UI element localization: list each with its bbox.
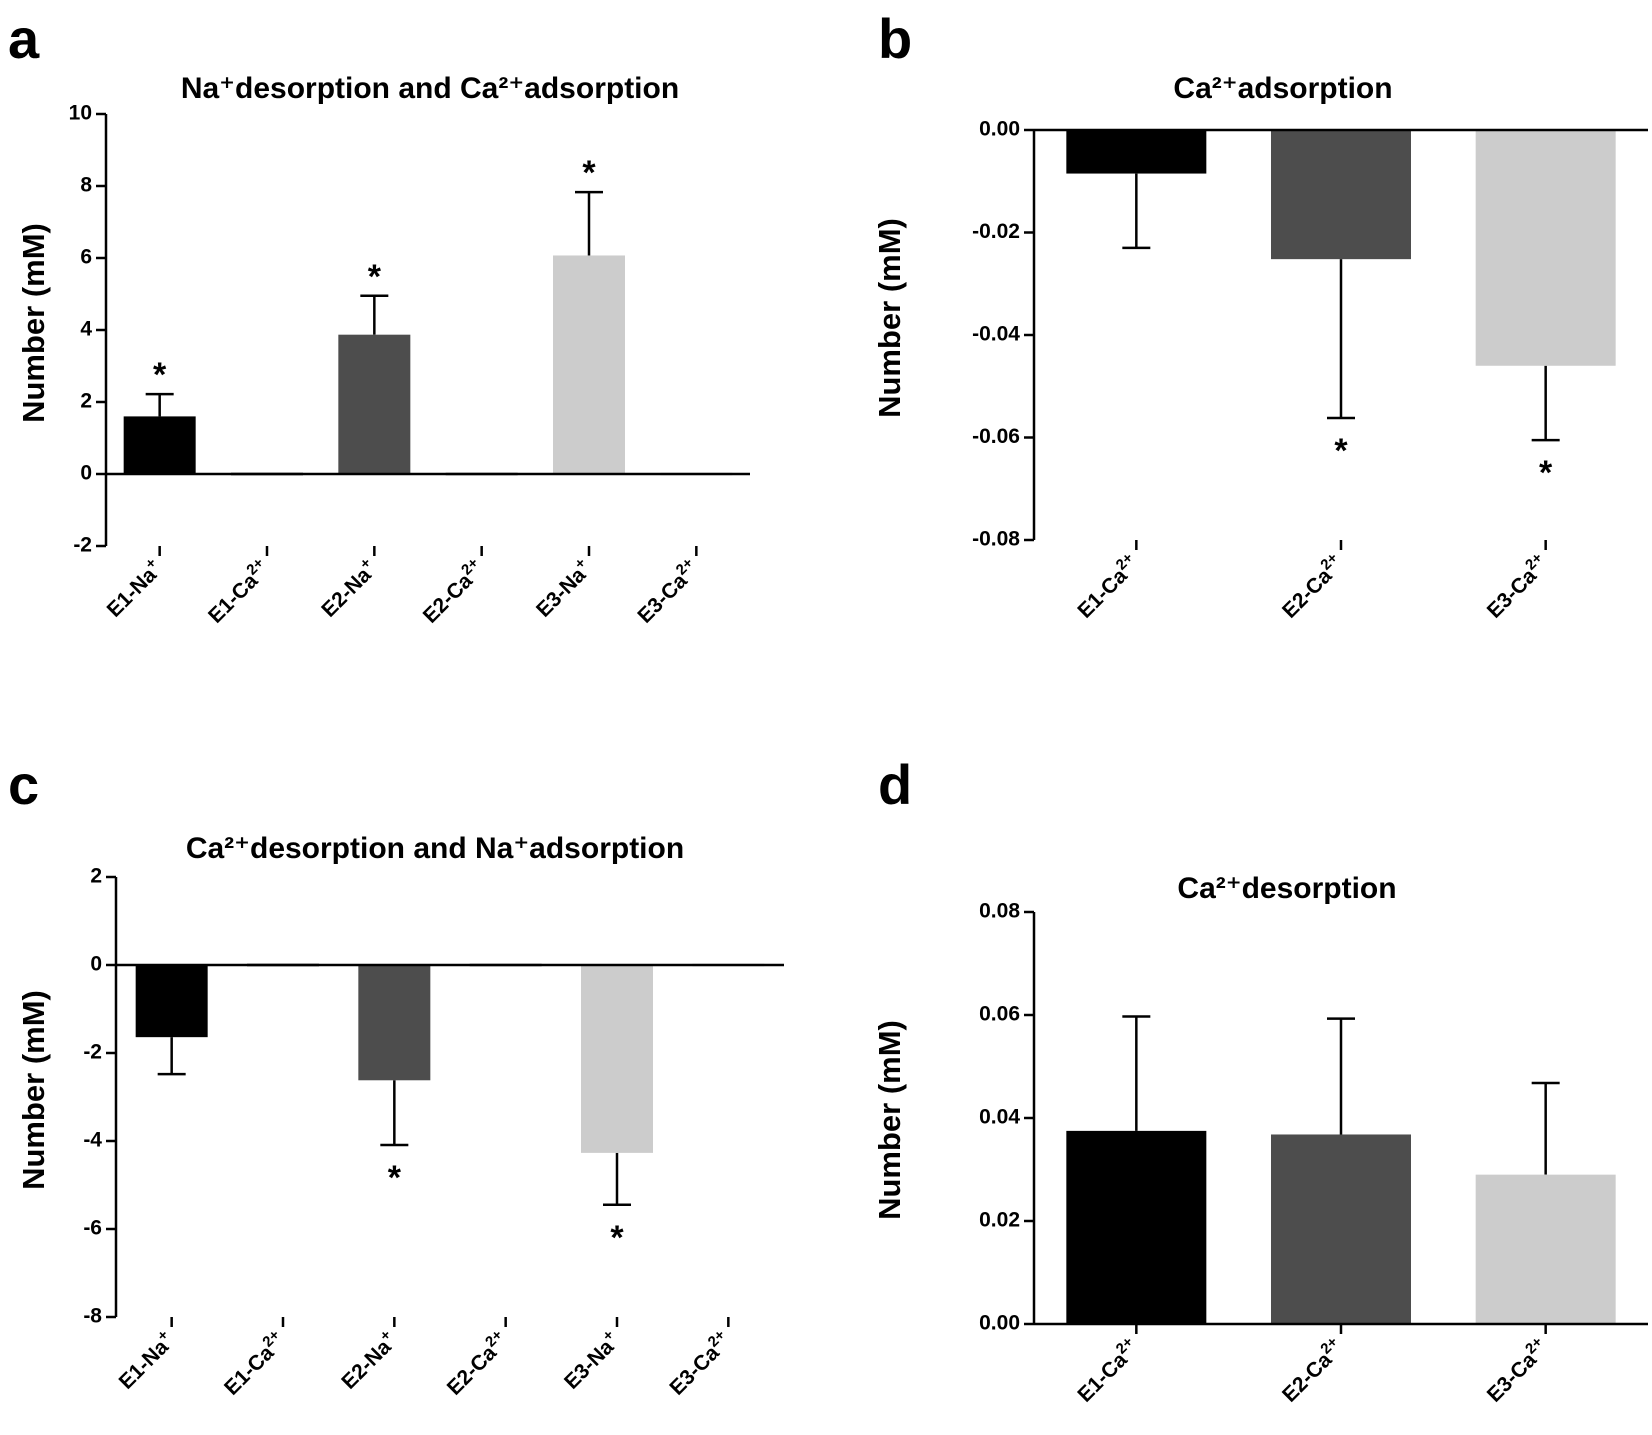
panel-c-tick-labels: -8 -6 -4 -2 0 2 — [83, 865, 102, 1328]
panel-b-significance-star: * — [1539, 454, 1553, 492]
panel-a-xtick-label: E3-Ca2+ — [631, 554, 704, 627]
panel-b-significance-star: * — [1334, 432, 1348, 470]
panel-a-bar — [338, 334, 411, 474]
panel-b-ytick-label: -0.06 — [972, 425, 1020, 448]
panel-b-title: Ca²⁺adsorption — [1173, 72, 1392, 105]
panel-d-ytick-label: 0.02 — [979, 1209, 1020, 1232]
panel-letter-c: c — [8, 753, 39, 816]
panel-b: b Ca²⁺adsorption Number (mM) -0.08 -0.06… — [872, 7, 1648, 623]
panel-letter-a: a — [8, 7, 40, 70]
panel-b-xtick-label: E3-Ca2+ — [1480, 549, 1553, 622]
panel-c-ytick-label: -8 — [83, 1305, 102, 1328]
panel-b-ytick-label: -0.02 — [972, 220, 1020, 243]
panel-a-significance-star: * — [368, 258, 382, 296]
panel-c-ylabel: Number (mM) — [16, 990, 51, 1190]
panel-d-xtick-label: E2-Ca2+ — [1275, 1333, 1348, 1406]
panel-c-ytick-label: 0 — [90, 953, 102, 976]
panel-a-ylabel: Number (mM) — [16, 223, 51, 423]
panel-d: d Ca²⁺desorption Number (mM) 0.00 0.02 0… — [872, 753, 1648, 1407]
panel-a-ytick-label: 0 — [80, 462, 92, 485]
panel-a-ytick-label: 2 — [80, 390, 92, 413]
panel-c-significance-star: * — [388, 1159, 402, 1197]
panel-a-xtick-label: E2-Na+ — [314, 554, 382, 622]
panel-b-ytick-label: -0.04 — [972, 323, 1020, 346]
panel-a-significance-star: * — [153, 356, 167, 394]
panel-c-bar — [581, 965, 653, 1153]
panel-d-bar — [1271, 1134, 1411, 1324]
panel-a-xtick-label: E1-Na+ — [100, 554, 168, 622]
panel-a-title: Na⁺desorption and Ca²⁺adsorption — [181, 72, 679, 105]
panel-c-xtick-label: E2-Na+ — [334, 1326, 402, 1394]
panel-b-xtick-label: E2-Ca2+ — [1275, 549, 1348, 622]
panel-a-bar — [553, 255, 625, 474]
panel-b-ytick-label: -0.08 — [972, 528, 1020, 551]
panel-c-xtick-label: E3-Na+ — [557, 1326, 625, 1394]
panel-a-xtick-label: E3-Na+ — [529, 554, 597, 622]
panel-c-ytick-label: -6 — [83, 1217, 102, 1240]
panel-a: a Na⁺desorption and Ca²⁺adsorption Numbe… — [8, 7, 750, 628]
panel-a-ytick-label: 10 — [69, 102, 92, 125]
panel-a-ytick-label: 6 — [80, 246, 92, 269]
panel-c-significance-star: * — [610, 1219, 624, 1257]
panel-d-plot: E1-Ca2+ E2-Ca2+ E3-Ca2+ — [1024, 910, 1648, 1407]
panel-a-significance-star: * — [582, 154, 596, 192]
panel-b-xtick-label: E1-Ca2+ — [1071, 549, 1144, 622]
panel-c-ytick-label: 2 — [90, 865, 102, 888]
panel-d-bar — [1475, 1174, 1616, 1324]
panel-c-xtick-label: E2-Ca2+ — [440, 1326, 513, 1399]
panel-d-xtick-label: E3-Ca2+ — [1480, 1333, 1553, 1406]
panel-d-bar — [1066, 1130, 1207, 1324]
panel-c-ytick-label: -4 — [83, 1129, 102, 1152]
panel-d-ylabel: Number (mM) — [872, 1020, 907, 1220]
panel-c-bar — [358, 965, 431, 1081]
panel-b-bar — [1066, 130, 1207, 174]
panel-d-xtick-label: E1-Ca2+ — [1071, 1333, 1144, 1406]
panel-b-bar — [1271, 130, 1411, 260]
panel-a-xtick-label: E2-Ca2+ — [416, 554, 489, 627]
panel-b-ylabel: Number (mM) — [872, 218, 907, 418]
panel-c-xtick-label: E3-Ca2+ — [663, 1326, 736, 1399]
panel-c-plot: E1-Na+ E1-Ca2+ * E2-Na+ E2-Ca2+ * E3-Na+ E3-Ca2… — [106, 875, 784, 1400]
panel-c-bar — [135, 965, 208, 1038]
panel-b-ytick-label: 0.00 — [979, 118, 1020, 141]
panel-letter-d: d — [878, 753, 912, 816]
panel-d-title: Ca²⁺desorption — [1177, 872, 1396, 905]
panel-c-xtick-label: E1-Ca2+ — [217, 1326, 290, 1399]
panel-d-tick-labels: 0.00 0.02 0.04 0.06 0.08 — [979, 900, 1020, 1335]
panel-letter-b: b — [878, 7, 912, 70]
panel-c-title: Ca²⁺desorption and Na⁺adsorption — [186, 832, 684, 865]
panel-c-ytick-label: -2 — [83, 1041, 102, 1064]
panel-b-bar — [1475, 130, 1616, 366]
panel-a-ytick-label: -2 — [73, 534, 92, 557]
panel-d-ytick-label: 0.00 — [979, 1312, 1020, 1335]
panel-d-ytick-label: 0.08 — [979, 900, 1020, 923]
panel-b-tick-labels: -0.08 -0.06 -0.04 -0.02 0.00 — [972, 118, 1020, 551]
panel-a-ytick-label: 4 — [80, 318, 92, 341]
panel-d-ytick-label: 0.06 — [979, 1003, 1020, 1026]
panel-a-tick-labels: -2 0 2 4 6 8 10 — [69, 102, 93, 557]
panel-c-xtick-label: E1-Na+ — [112, 1326, 180, 1394]
panel-a-ytick-label: 8 — [80, 174, 92, 197]
panel-b-plot: E1-Ca2+ * E2-Ca2+ * E3-Ca2+ — [1024, 128, 1648, 623]
panel-a-plot: * E1-Na+ E1-Ca2+ * E2-Na+ E2-Ca2+ * E3-Na+ E3-Ca… — [96, 112, 750, 628]
panel-a-bar — [123, 416, 196, 474]
panel-c: c Ca²⁺desorption and Na⁺adsorption Numbe… — [8, 753, 784, 1400]
panel-d-ytick-label: 0.04 — [979, 1106, 1020, 1129]
panel-a-xtick-label: E1-Ca2+ — [201, 554, 274, 627]
